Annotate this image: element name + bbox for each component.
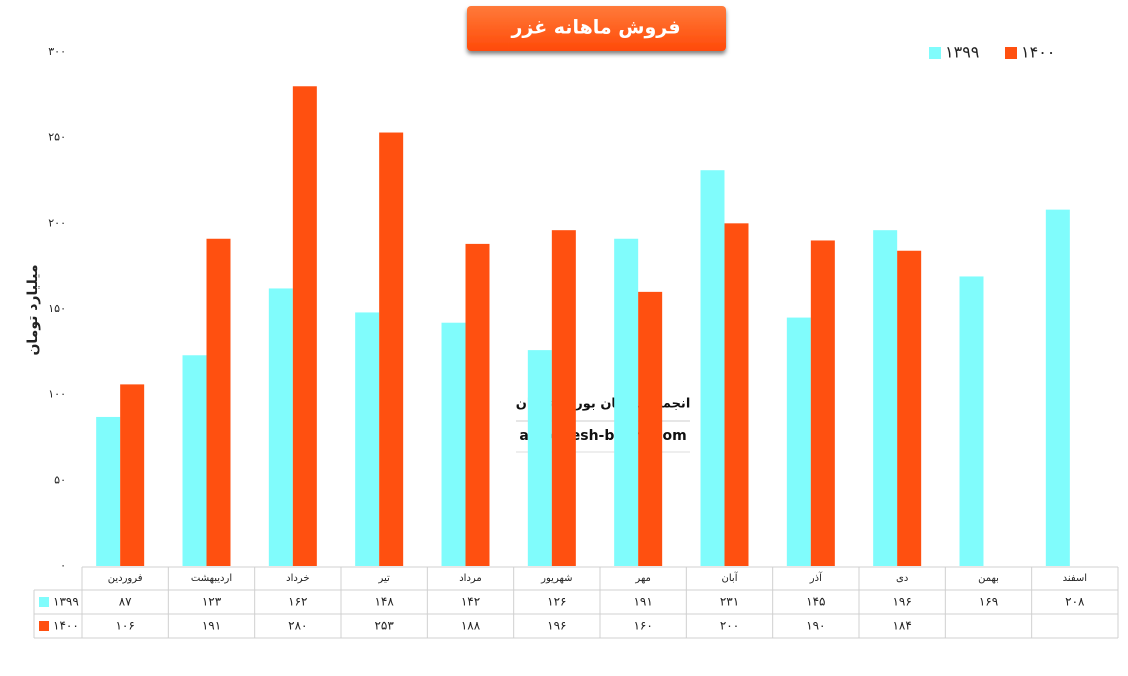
data-label: ۱۸۴	[892, 619, 911, 633]
bar	[897, 250, 922, 566]
data-label: ۱۹۶	[547, 619, 566, 633]
data-label: ۱۶۲	[288, 595, 307, 609]
x-tick-label: اسفند	[1063, 573, 1087, 584]
legend-swatch	[929, 47, 941, 59]
bar	[355, 312, 380, 566]
x-tick-label: شهریور	[540, 573, 572, 584]
bar	[638, 291, 663, 566]
bar	[810, 240, 835, 566]
data-label: ۱۹۰	[806, 619, 825, 633]
bar	[614, 238, 639, 566]
x-tick-label: آذر	[809, 571, 823, 584]
data-label: ۲۵۳	[374, 619, 394, 633]
data-label: ۱۴۲	[461, 595, 480, 609]
legend-swatch	[39, 597, 49, 607]
bar	[379, 132, 404, 566]
y-tick-label: ۳۰۰	[48, 45, 66, 58]
data-label: ۱۸۸	[461, 619, 481, 633]
data-label: ۱۶۰	[633, 619, 652, 633]
table-series-name: ۱۳۹۹	[53, 595, 79, 609]
legend-label: ۱۳۹۹	[945, 43, 979, 62]
bar	[206, 238, 231, 566]
x-tick-label: آبان	[722, 571, 739, 584]
data-label: ۲۸۰	[288, 619, 307, 633]
data-label: ۲۰۸	[1065, 595, 1085, 609]
y-tick-label: ۰	[60, 559, 66, 572]
bar	[268, 288, 293, 566]
x-tick-label: مرداد	[459, 573, 482, 584]
legend-swatch	[1005, 47, 1017, 59]
data-label: ۱۶۹	[979, 595, 998, 609]
x-tick-label: فروردین	[108, 573, 143, 584]
bar	[959, 276, 984, 566]
bar	[873, 230, 898, 567]
bar	[120, 384, 145, 566]
bar	[527, 350, 552, 566]
data-label: ۱۰۶	[115, 619, 134, 633]
bar	[700, 170, 725, 566]
y-tick-label: ۵۰	[54, 473, 66, 486]
y-tick-label: ۲۵۰	[48, 131, 66, 144]
data-label: ۱۲۳	[202, 595, 222, 609]
legend-label: ۱۴۰۰	[1021, 43, 1055, 62]
data-label: ۱۴۵	[806, 595, 825, 609]
data-label: ۱۹۱	[633, 595, 652, 609]
data-label: ۱۹۶	[892, 595, 911, 609]
bar	[292, 86, 317, 567]
bar	[441, 322, 466, 566]
title-box	[467, 6, 726, 51]
bar	[786, 317, 811, 566]
y-tick-label: ۱۰۰	[48, 388, 66, 401]
x-tick-label: اردیبهشت	[191, 573, 232, 584]
data-label: ۱۹۱	[202, 619, 221, 633]
data-label: ۸۷	[119, 595, 132, 609]
legend-swatch	[39, 621, 49, 631]
x-tick-label: تیر	[378, 573, 391, 584]
x-tick-label: بهمن	[978, 573, 999, 584]
y-tick-label: ۱۵۰	[48, 302, 66, 315]
x-tick-label: مهر	[634, 573, 650, 584]
bar	[96, 416, 121, 566]
bar	[551, 230, 576, 567]
bar	[724, 223, 749, 567]
bar	[1045, 209, 1070, 567]
x-tick-label: خرداد	[286, 573, 309, 584]
y-axis-label: میلیارد تومان	[25, 264, 41, 355]
x-tick-label: دی	[896, 573, 908, 584]
chart-title: فروش ماهانه غزر	[510, 17, 680, 39]
bar	[182, 355, 207, 566]
bar	[465, 243, 490, 567]
data-label: ۱۲۶	[547, 595, 566, 609]
data-label: ۲۳۱	[720, 595, 739, 609]
data-label: ۱۴۸	[374, 595, 394, 609]
data-label: ۲۰۰	[720, 619, 739, 633]
y-tick-label: ۲۰۰	[48, 216, 66, 229]
table-series-name: ۱۴۰۰	[53, 619, 79, 633]
